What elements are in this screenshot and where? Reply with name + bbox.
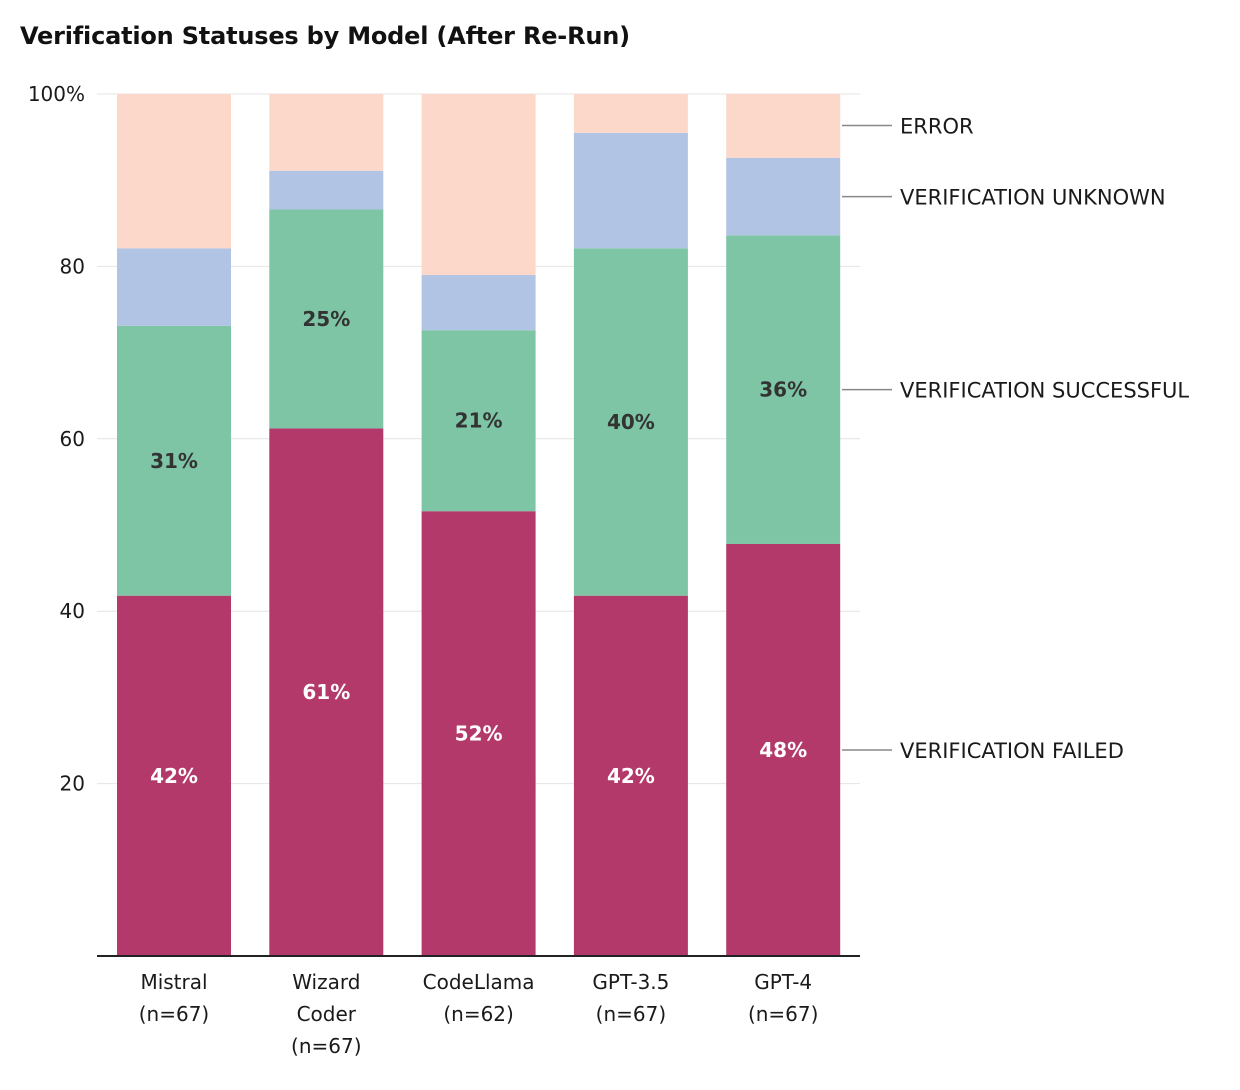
x-tick-label: CodeLlama xyxy=(423,970,535,994)
x-tick-label: (n=67) xyxy=(748,1002,819,1026)
bar-segment xyxy=(726,235,841,544)
data-labels: 42% 31% 61% 25% 52% 21% 42% 40% 48% 36% xyxy=(150,307,807,788)
legend-label: VERIFICATION UNKNOWN xyxy=(900,186,1166,210)
x-tick-label: Mistral xyxy=(140,970,207,994)
bar-segment xyxy=(726,157,841,236)
x-tick-label: (n=62) xyxy=(443,1002,514,1026)
data-label: 31% xyxy=(150,449,198,473)
bar-segment xyxy=(726,543,841,956)
y-tick-label: 80 xyxy=(60,254,85,278)
legend-label: VERIFICATION FAILED xyxy=(900,739,1124,763)
data-label: 25% xyxy=(302,307,350,331)
data-label: 42% xyxy=(607,764,655,788)
bar-segment xyxy=(421,275,536,331)
bar-segment xyxy=(117,325,231,596)
chart-title: Verification Statuses by Model (After Re… xyxy=(20,22,630,50)
bar-segment xyxy=(269,170,384,210)
x-tick-label: GPT-4 xyxy=(754,970,812,994)
data-label: 21% xyxy=(455,409,503,433)
y-tick-label: 20 xyxy=(60,772,85,796)
bar-segment xyxy=(269,94,384,171)
bar-segment xyxy=(573,248,688,596)
bar-segment xyxy=(421,94,536,276)
x-tick-label: (n=67) xyxy=(291,1034,362,1058)
data-label: 42% xyxy=(150,764,198,788)
bar-segment xyxy=(726,94,841,158)
bar-segment xyxy=(573,94,688,133)
bar-segment xyxy=(117,94,231,249)
data-label: 48% xyxy=(759,738,807,762)
bar-segment xyxy=(269,428,384,956)
legend-label: ERROR xyxy=(900,114,974,138)
y-tick-label: 60 xyxy=(60,427,85,451)
x-tick-label: (n=67) xyxy=(596,1002,667,1026)
bars xyxy=(117,94,841,956)
bar-segment xyxy=(573,595,688,956)
axes: 20 40 60 80 100% Mistral (n=67) Wizard Coder (n=6… xyxy=(28,82,860,1058)
y-tick-label: 100% xyxy=(28,82,85,106)
bar-segment xyxy=(117,248,231,326)
x-tick-label: Coder xyxy=(297,1002,357,1026)
bar-segment xyxy=(421,511,536,956)
x-tick-label: GPT-3.5 xyxy=(592,970,669,994)
data-label: 52% xyxy=(455,722,503,746)
y-tick-label: 40 xyxy=(60,599,85,623)
x-tick-label: (n=67) xyxy=(139,1002,210,1026)
bar-segment xyxy=(269,209,384,429)
bar-segment xyxy=(573,132,688,249)
bar-segment xyxy=(117,595,231,956)
legend: VERIFICATION FAILED VERIFICATION SUCCESSF… xyxy=(842,114,1189,763)
legend-label: VERIFICATION SUCCESSFUL xyxy=(900,379,1189,403)
data-label: 61% xyxy=(302,680,350,704)
data-label: 36% xyxy=(759,378,807,402)
data-label: 40% xyxy=(607,410,655,434)
bar-segment xyxy=(421,330,536,512)
x-tick-label: Wizard xyxy=(292,970,360,994)
